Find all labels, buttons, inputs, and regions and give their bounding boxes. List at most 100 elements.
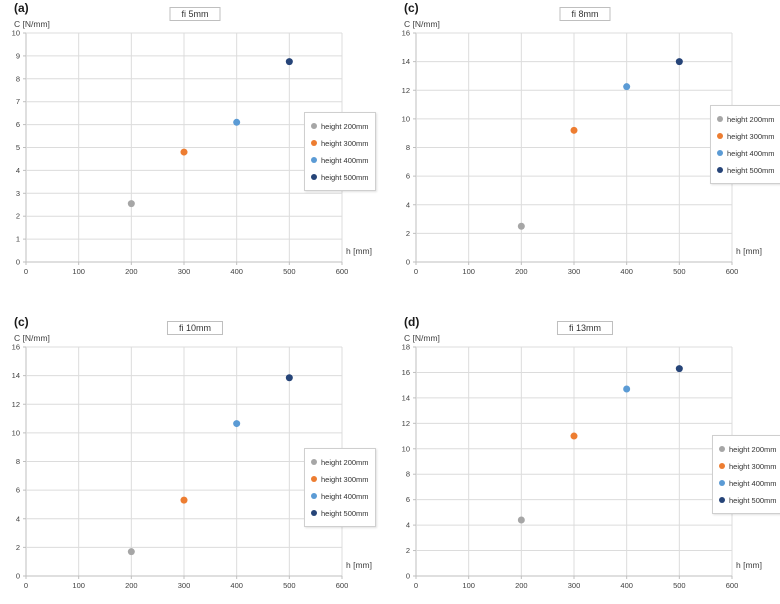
legend-item: height 300mm — [311, 137, 369, 149]
y-tick-label: 10 — [12, 428, 20, 437]
legend-item: height 500mm — [717, 164, 775, 176]
legend-label: height 200mm — [729, 444, 777, 454]
x-tick-label: 500 — [283, 267, 296, 276]
y-tick-label: 8 — [406, 143, 410, 152]
chart-panel-inner: (a) fi 5mm C [N/mm] 0 100 200 300 400 500 600 0 1 2 3… — [0, 0, 390, 302]
legend-item: height 300mm — [717, 130, 775, 142]
legend-label: height 500mm — [729, 495, 777, 505]
y-tick-label: 16 — [402, 368, 410, 377]
legend-dot-icon — [311, 140, 317, 146]
legend-dot-icon — [717, 150, 723, 156]
legend-dot-icon — [717, 116, 723, 122]
legend-dot-icon — [311, 123, 317, 129]
y-tick-label: 16 — [12, 343, 20, 352]
x-tick-label: 300 — [568, 581, 581, 590]
legend-dot-icon — [311, 174, 317, 180]
y-tick-label: 2 — [16, 543, 20, 552]
y-tick-label: 5 — [16, 143, 20, 152]
x-tick-label: 100 — [462, 581, 475, 590]
legend-item: height 200mm — [717, 113, 775, 125]
y-axis-title: C [N/mm] — [404, 19, 440, 29]
x-tick-label: 300 — [568, 267, 581, 276]
data-point — [127, 548, 135, 556]
data-point — [570, 126, 578, 134]
y-tick-label: 4 — [16, 514, 20, 523]
y-tick-label: 8 — [16, 74, 20, 83]
y-tick-label: 9 — [16, 51, 20, 60]
y-axis-title: C [N/mm] — [404, 333, 440, 343]
legend-label: height 400mm — [727, 148, 775, 158]
x-tick-label: 500 — [673, 581, 686, 590]
panel-label: (a) — [14, 1, 29, 15]
chart-panel-inner: (d) fi 13mm C [N/mm] 0 100 200 300 400 500 600 0 2 4… — [390, 314, 780, 604]
y-tick-label: 6 — [406, 495, 410, 504]
chart-title: fi 13mm — [556, 321, 614, 335]
y-tick-label: 8 — [406, 470, 410, 479]
y-tick-label: 0 — [16, 258, 20, 267]
plot-area: 0 100 200 300 400 500 600 0 2 4 6 8 10 12 14 16 — [402, 29, 739, 277]
y-tick-label: 8 — [16, 457, 20, 466]
legend-label: height 300mm — [727, 131, 775, 141]
legend-item: height 200mm — [719, 443, 777, 455]
y-tick-label: 10 — [402, 444, 410, 453]
legend-dot-icon — [717, 133, 723, 139]
legend-item: height 400mm — [719, 477, 777, 489]
y-tick-label: 14 — [402, 393, 410, 402]
legend-label: height 500mm — [321, 172, 369, 182]
y-tick-label: 6 — [16, 486, 20, 495]
x-tick-label: 400 — [230, 581, 243, 590]
x-tick-label: 100 — [462, 267, 475, 276]
legend: height 200mm height 300mm height 400mm heig… — [304, 448, 376, 527]
chart-title: fi 10mm — [166, 321, 224, 335]
legend-item: height 200mm — [311, 120, 369, 132]
legend-label: height 200mm — [321, 457, 369, 467]
panel-label: (c) — [14, 315, 29, 329]
legend-label: height 200mm — [727, 114, 775, 124]
legend-label: height 400mm — [321, 155, 369, 165]
legend-item: height 500mm — [719, 494, 777, 506]
x-tick-label: 100 — [72, 581, 85, 590]
x-axis-title: h [mm] — [346, 246, 372, 256]
legend-label: height 300mm — [321, 474, 369, 484]
y-tick-label: 16 — [402, 29, 410, 38]
x-tick-label: 600 — [336, 581, 349, 590]
legend-item: height 500mm — [311, 507, 369, 519]
y-tick-label: 0 — [406, 258, 410, 267]
x-tick-label: 600 — [726, 267, 739, 276]
legend-item: height 300mm — [719, 460, 777, 472]
legend-dot-icon — [719, 463, 725, 469]
y-tick-label: 0 — [406, 572, 410, 581]
data-point — [180, 496, 188, 504]
x-tick-label: 600 — [336, 267, 349, 276]
data-point — [233, 118, 241, 126]
x-axis-title: h [mm] — [736, 560, 762, 570]
data-point — [623, 385, 631, 393]
y-tick-label: 14 — [402, 57, 410, 66]
chart-panel-inner: (c) fi 10mm C [N/mm] 0 100 200 300 400 500 600 0 2 4… — [0, 314, 390, 604]
legend-dot-icon — [311, 493, 317, 499]
legend-item: height 400mm — [717, 147, 775, 159]
x-tick-label: 500 — [283, 581, 296, 590]
x-tick-label: 300 — [178, 581, 191, 590]
legend-dot-icon — [719, 446, 725, 452]
x-tick-label: 0 — [24, 267, 28, 276]
legend-label: height 400mm — [729, 478, 777, 488]
data-point — [285, 374, 293, 382]
legend-label: height 500mm — [321, 508, 369, 518]
legend-label: height 400mm — [321, 491, 369, 501]
y-tick-label: 4 — [16, 166, 20, 175]
panel-label: (d) — [404, 315, 420, 329]
data-point — [180, 148, 188, 156]
y-tick-label: 2 — [16, 212, 20, 221]
plot-area: 0 100 200 300 400 500 600 0 1 2 3 4 5 6 7 8 9 10 — [12, 29, 349, 277]
y-tick-label: 6 — [16, 120, 20, 129]
x-tick-label: 0 — [24, 581, 28, 590]
y-tick-label: 7 — [16, 97, 20, 106]
data-point — [285, 58, 293, 66]
legend-dot-icon — [311, 510, 317, 516]
y-tick-label: 10 — [12, 29, 20, 38]
x-tick-label: 300 — [178, 267, 191, 276]
x-axis-title: h [mm] — [736, 246, 762, 256]
legend: height 200mm height 300mm height 400mm heig… — [712, 435, 780, 514]
